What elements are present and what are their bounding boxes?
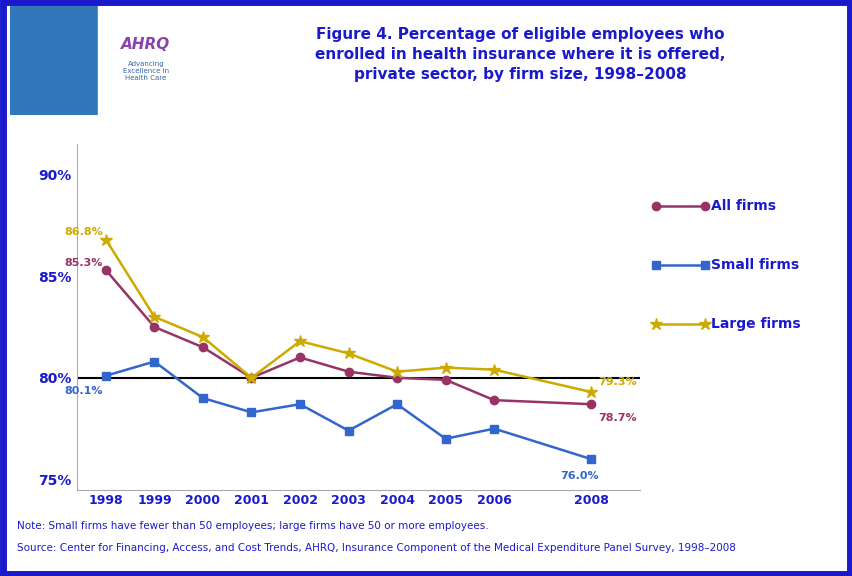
Text: All firms: All firms	[711, 199, 775, 213]
Text: Source: Center for Financing, Access, and Cost Trends, AHRQ, Insurance Component: Source: Center for Financing, Access, an…	[17, 543, 735, 552]
Text: Small firms: Small firms	[711, 258, 798, 272]
Text: Figure 4. Percentage of eligible employees who
enrolled in health insurance wher: Figure 4. Percentage of eligible employe…	[314, 27, 725, 82]
Text: 78.7%: 78.7%	[597, 413, 636, 423]
Text: 80.1%: 80.1%	[64, 386, 102, 396]
Text: 76.0%: 76.0%	[560, 471, 599, 480]
Text: Advancing
Excellence in
Health Care: Advancing Excellence in Health Care	[123, 62, 169, 81]
Bar	[98, 6, 193, 115]
Text: 79.3%: 79.3%	[597, 377, 636, 387]
Text: AHRQ: AHRQ	[121, 36, 170, 52]
Text: Note: Small firms have fewer than 50 employees; large firms have 50 or more empl: Note: Small firms have fewer than 50 emp…	[17, 521, 488, 531]
Text: 85.3%: 85.3%	[64, 258, 102, 268]
Bar	[10, 6, 98, 115]
Text: 86.8%: 86.8%	[64, 228, 103, 237]
Text: Large firms: Large firms	[711, 317, 800, 331]
